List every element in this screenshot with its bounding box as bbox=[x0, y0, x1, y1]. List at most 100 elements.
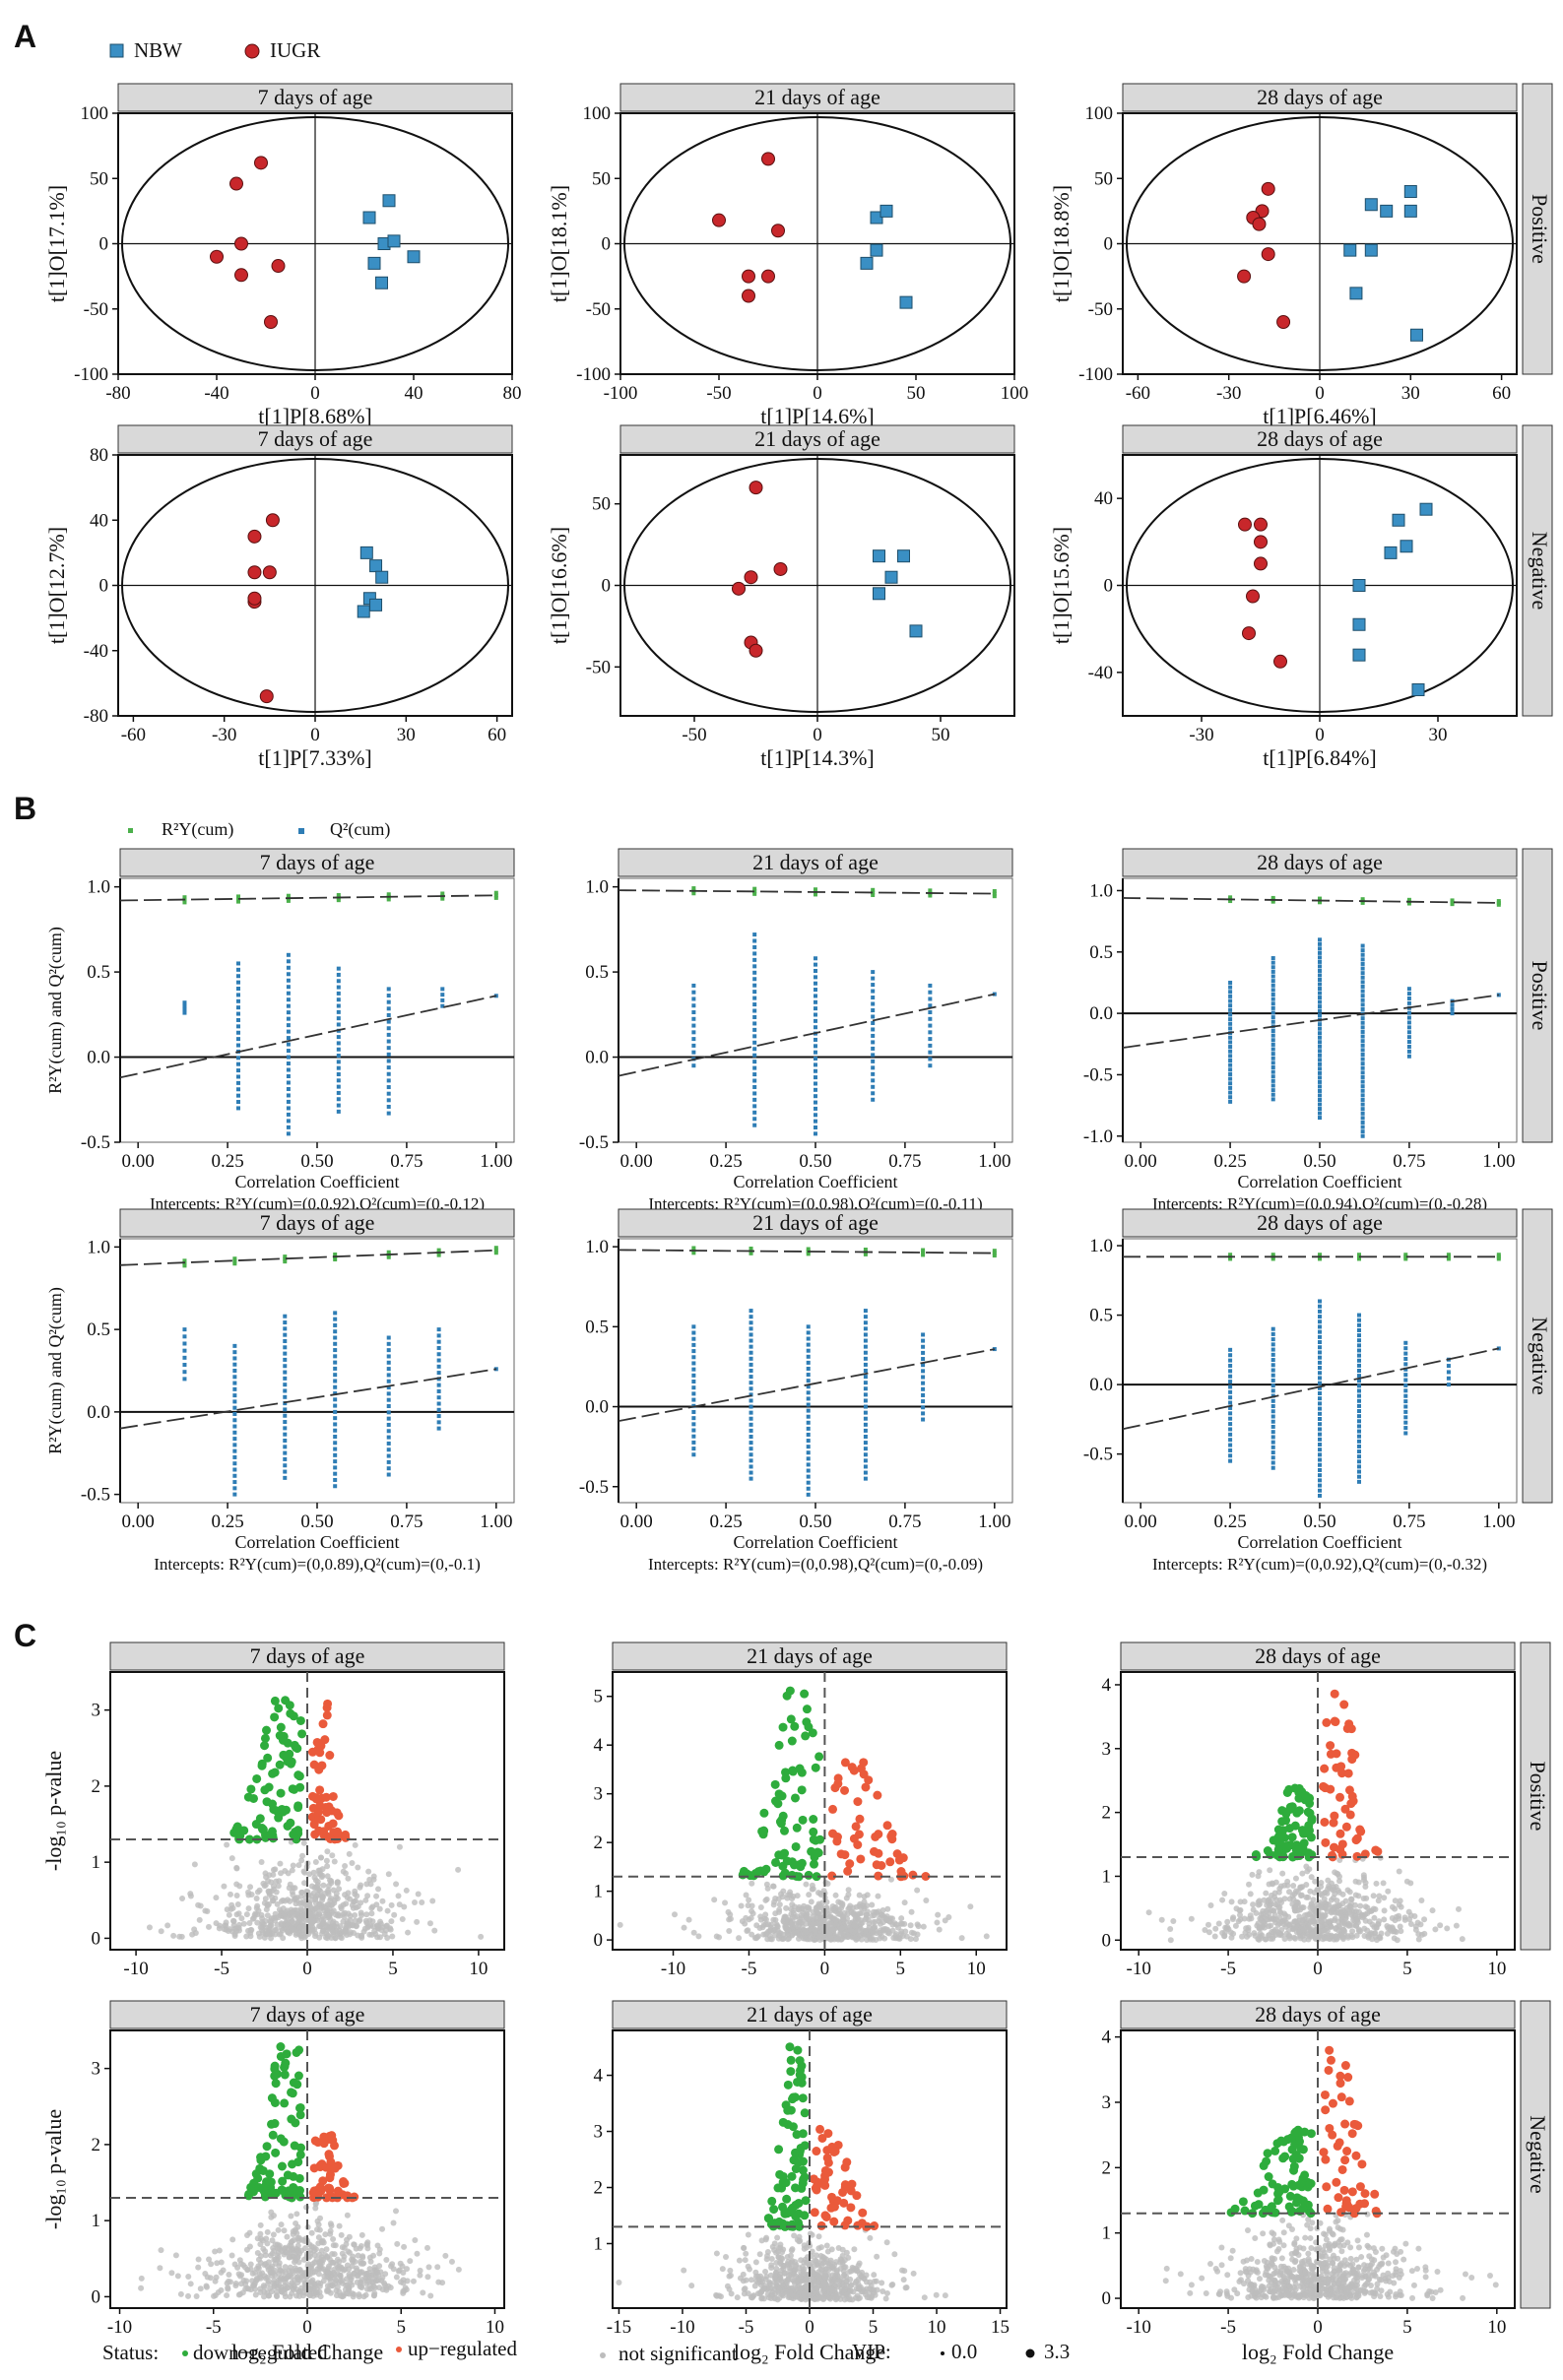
ns-point bbox=[179, 1895, 186, 1901]
q2-point bbox=[1360, 1088, 1365, 1093]
down-regulated-point bbox=[276, 1788, 286, 1798]
q2-point bbox=[1318, 1075, 1322, 1080]
q2-point bbox=[749, 1441, 753, 1446]
r2y-point bbox=[1228, 895, 1233, 900]
permutation-plot-ytick-label: 0.5 bbox=[585, 962, 609, 983]
q2-point bbox=[752, 957, 757, 962]
q2-point bbox=[1318, 1493, 1322, 1498]
q2-point bbox=[1318, 1411, 1322, 1416]
q2-point bbox=[806, 1450, 811, 1455]
q2-point bbox=[232, 1369, 237, 1373]
ns-point bbox=[277, 1860, 284, 1867]
q2-point bbox=[386, 1091, 391, 1096]
q2-point bbox=[436, 1395, 441, 1400]
q2-point bbox=[1360, 1097, 1365, 1102]
down-regulated-point bbox=[791, 1841, 801, 1851]
r2y-point bbox=[440, 891, 445, 896]
score-plot-xtick-label: 30 bbox=[397, 725, 416, 745]
q2-point bbox=[286, 1106, 291, 1111]
up-regulated-point bbox=[827, 1871, 837, 1881]
ns-point bbox=[286, 2254, 293, 2261]
ns-point bbox=[197, 1902, 204, 1909]
r2y-point bbox=[386, 892, 391, 897]
ns-point bbox=[815, 2233, 822, 2240]
down-regulated-point bbox=[1275, 1833, 1285, 1842]
ns-point bbox=[253, 1896, 260, 1902]
q2-point bbox=[1406, 1040, 1411, 1045]
up-regulated-point bbox=[314, 1826, 324, 1835]
ns-point bbox=[726, 1916, 733, 1923]
q2-point bbox=[232, 1350, 237, 1355]
volcano-plot-xtick-label: -10 bbox=[123, 1959, 148, 1979]
q2-point bbox=[333, 1354, 338, 1359]
q2-point bbox=[1318, 1457, 1322, 1462]
ns-point bbox=[343, 2282, 350, 2288]
ns-point bbox=[758, 2237, 765, 2244]
ns-point bbox=[373, 1893, 380, 1899]
ns-point bbox=[216, 2247, 223, 2254]
ns-point bbox=[743, 2277, 749, 2284]
ns-point bbox=[864, 1911, 871, 1918]
volcano-plot-ytick-label: 0 bbox=[92, 1928, 101, 1949]
q2-point bbox=[232, 1424, 237, 1429]
down-regulated-point bbox=[270, 1696, 280, 1705]
q2-regression-line bbox=[119, 995, 497, 1079]
ns-point bbox=[762, 2269, 769, 2276]
ns-point bbox=[394, 2240, 401, 2247]
permutation-plot-ytick-label: 1.0 bbox=[87, 877, 110, 898]
q2-point bbox=[1228, 1384, 1233, 1389]
ns-point bbox=[263, 1874, 270, 1881]
ns-point bbox=[340, 2292, 347, 2299]
r2y-point bbox=[386, 1254, 391, 1259]
q2-point bbox=[283, 1456, 288, 1461]
ns-point bbox=[174, 2273, 181, 2280]
volcano-plot-xtick-label: -5 bbox=[206, 2317, 222, 2338]
ns-point bbox=[455, 1866, 462, 1873]
ns-point bbox=[1252, 1932, 1259, 1939]
r2y-point bbox=[691, 1246, 696, 1251]
ns-point bbox=[146, 1924, 153, 1931]
ns-point bbox=[1398, 1903, 1404, 1910]
ns-point bbox=[851, 1911, 858, 1918]
q2-point bbox=[182, 1334, 187, 1339]
ns-point bbox=[265, 2281, 272, 2287]
ns-point bbox=[815, 1933, 822, 1940]
volcano-plot-strip-title: 7 days of age bbox=[250, 2002, 365, 2026]
q2-point bbox=[236, 1030, 240, 1035]
q2-point bbox=[1270, 1388, 1275, 1393]
point-iugr bbox=[749, 643, 763, 658]
permutation-plot-ytick-label: -0.5 bbox=[81, 1485, 110, 1506]
q2-point bbox=[236, 1005, 240, 1010]
q2-point bbox=[871, 1027, 876, 1032]
q2-point bbox=[440, 993, 445, 997]
q2-point bbox=[286, 959, 291, 964]
point-nbw bbox=[1352, 579, 1366, 592]
q2-point bbox=[1403, 1409, 1408, 1414]
q2-point bbox=[283, 1413, 288, 1418]
down-regulated-point bbox=[1291, 1845, 1301, 1855]
q2-point bbox=[863, 1410, 868, 1415]
permutation-plot-ytick-label: -1.0 bbox=[1083, 1126, 1113, 1147]
ns-point bbox=[1270, 1935, 1276, 1942]
q2-point bbox=[386, 1059, 391, 1063]
q2-point bbox=[1357, 1479, 1361, 1484]
q2-point bbox=[232, 1480, 237, 1485]
ns-point bbox=[193, 2293, 200, 2300]
ns-point bbox=[285, 2284, 292, 2291]
q2-point bbox=[386, 1453, 391, 1458]
q2-point bbox=[871, 1084, 876, 1089]
r2y-point bbox=[182, 900, 187, 905]
q2-point bbox=[752, 1027, 757, 1032]
ns-point bbox=[1444, 1925, 1451, 1932]
down-regulated-point bbox=[274, 1813, 284, 1823]
ns-point bbox=[306, 2292, 313, 2299]
q2-point bbox=[806, 1360, 811, 1365]
q2-point bbox=[1318, 1013, 1322, 1018]
ns-point bbox=[275, 2284, 282, 2291]
q2-point bbox=[436, 1401, 441, 1406]
ns-point bbox=[376, 2284, 383, 2291]
volcano-plot-strip bbox=[1120, 1641, 1516, 1671]
ns-point bbox=[346, 2233, 353, 2240]
q2-point bbox=[921, 1386, 926, 1391]
ns-point bbox=[827, 2257, 834, 2264]
